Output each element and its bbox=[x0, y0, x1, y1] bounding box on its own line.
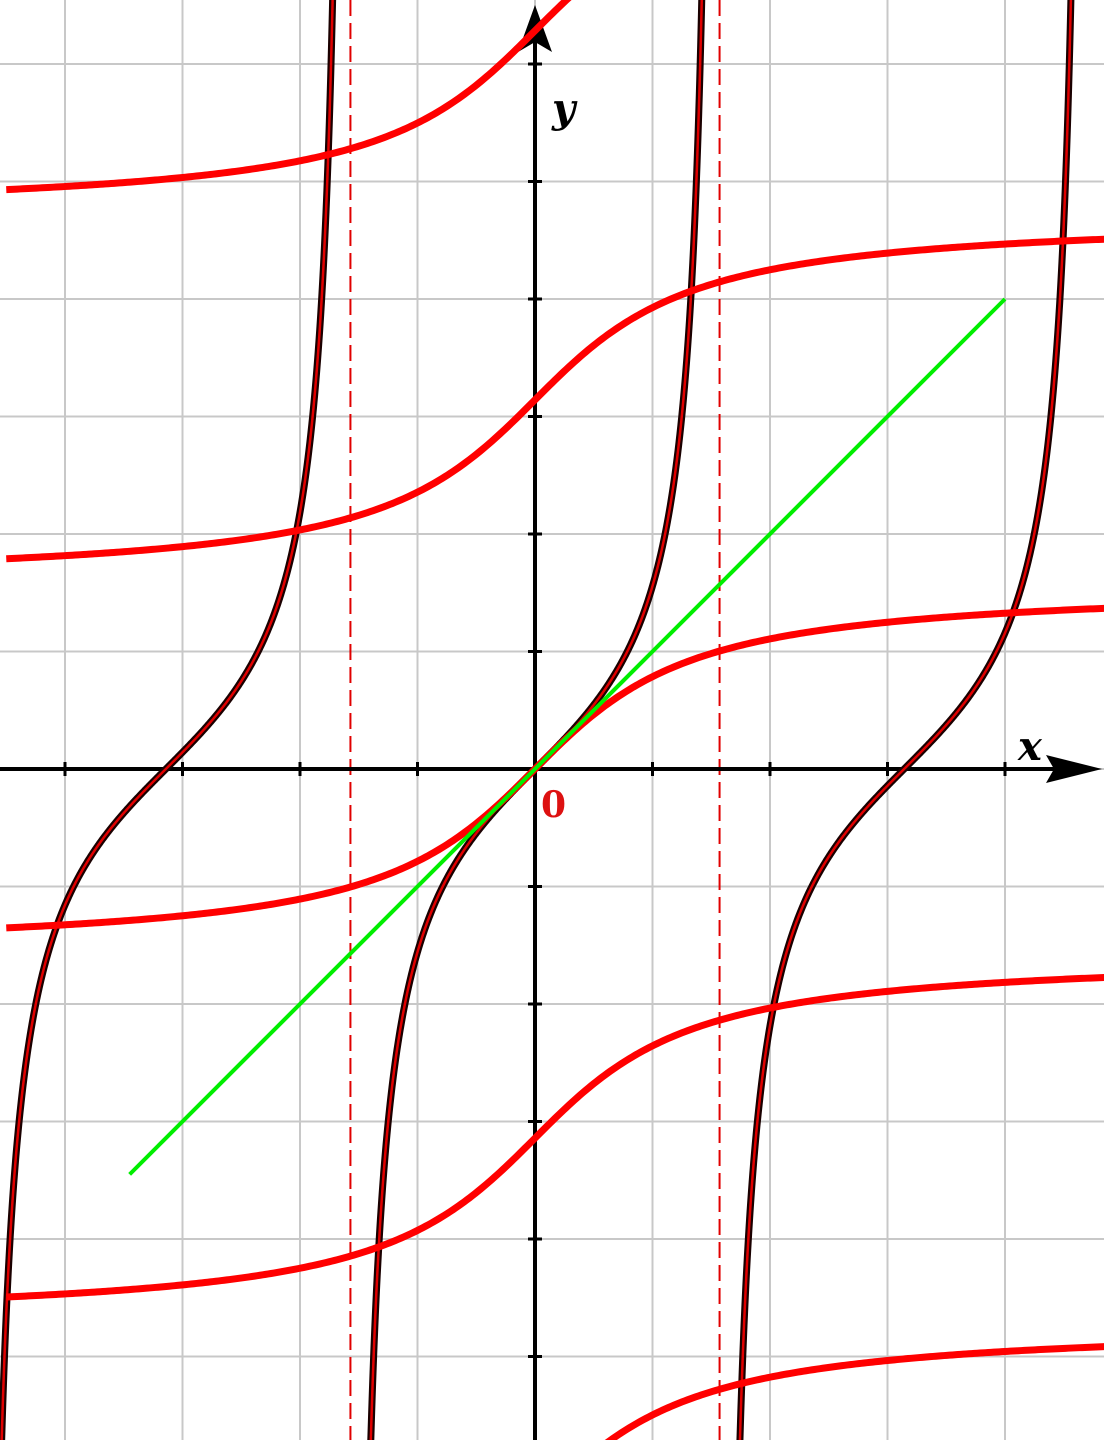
arctan-branch-curve bbox=[6, 0, 572, 194]
asymptotes bbox=[349, 0, 721, 1440]
arctan-branch-curve bbox=[604, 1343, 1104, 1440]
x-axis-arrow bbox=[1046, 755, 1102, 783]
x-axis-label: x bbox=[1017, 723, 1043, 770]
arctan-branch-curve bbox=[6, 973, 1104, 1301]
identity-line bbox=[128, 297, 1007, 1176]
origin-label: 0 bbox=[541, 784, 566, 826]
y-axis-label: y bbox=[551, 85, 578, 132]
tan-branch-curve bbox=[738, 0, 1073, 1440]
arctan-branch-curve bbox=[6, 235, 1104, 563]
